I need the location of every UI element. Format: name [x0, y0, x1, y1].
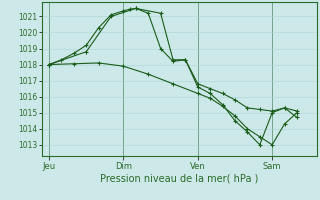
X-axis label: Pression niveau de la mer( hPa ): Pression niveau de la mer( hPa ): [100, 173, 258, 183]
